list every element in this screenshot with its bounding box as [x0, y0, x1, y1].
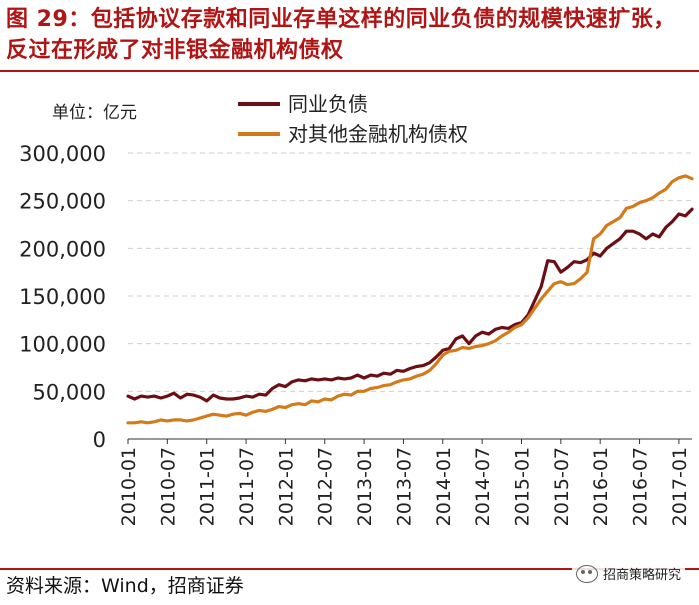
unit-label: 单位：亿元	[52, 103, 137, 123]
watermark: 招商策略研究	[571, 562, 685, 585]
chart-title: 图 29：包括协议存款和同业存单这样的同业负债的规模快速扩张，反过在形成了对非银…	[6, 7, 676, 63]
wechat-icon	[575, 564, 598, 583]
x-tick-label: 2013-01	[354, 447, 376, 526]
legend-label: 同业负债	[288, 92, 368, 116]
line-chart: 单位：亿元 300,000 250,000 200,000 150,000 100,00…	[19, 92, 694, 526]
x-tick-label: 2015-07	[551, 447, 573, 526]
series-lines	[126, 174, 694, 425]
x-tick-label: 2012-07	[315, 447, 337, 526]
x-tick-label: 2011-01	[197, 447, 219, 526]
x-tick-label: 2014-07	[472, 447, 494, 526]
x-tick-label: 2011-07	[236, 447, 258, 526]
source-note: 资料来源：Wind，招商证券	[6, 575, 244, 597]
footer-divider	[0, 568, 699, 570]
gridlines	[128, 152, 692, 392]
y-tick-label: 50,000	[33, 380, 106, 404]
y-tick-label: 200,000	[19, 237, 106, 261]
legend-label: 对其他金融机构债权	[288, 122, 468, 146]
x-tick-label: 2017-01	[669, 447, 691, 526]
x-tick-label: 2010-01	[118, 447, 140, 526]
y-tick-label: 100,000	[19, 333, 106, 357]
x-tick-label: 2016-07	[630, 447, 652, 526]
title-divider	[0, 70, 699, 72]
watermark-text: 招商策略研究	[602, 568, 681, 583]
x-tick-label: 2010-07	[157, 447, 179, 526]
x-tick-label: 2012-01	[275, 447, 297, 526]
x-axis: 2010-01 2010-07 2011-01 2011-07 2012-01 2012-…	[118, 438, 692, 526]
series-line-1	[126, 207, 694, 403]
series-line-2	[126, 174, 694, 425]
x-tick-label: 2016-01	[590, 447, 612, 526]
y-tick-label: 250,000	[19, 190, 106, 214]
x-tick-label: 2015-01	[511, 447, 533, 526]
x-tick-label: 2013-07	[393, 447, 415, 526]
y-axis: 300,000 250,000 200,000 150,000 100,000 50,00…	[19, 142, 106, 452]
y-tick-label: 0	[93, 428, 106, 452]
x-tick-label: 2014-01	[433, 447, 455, 526]
y-tick-label: 150,000	[19, 285, 106, 309]
y-tick-label: 300,000	[19, 142, 106, 166]
